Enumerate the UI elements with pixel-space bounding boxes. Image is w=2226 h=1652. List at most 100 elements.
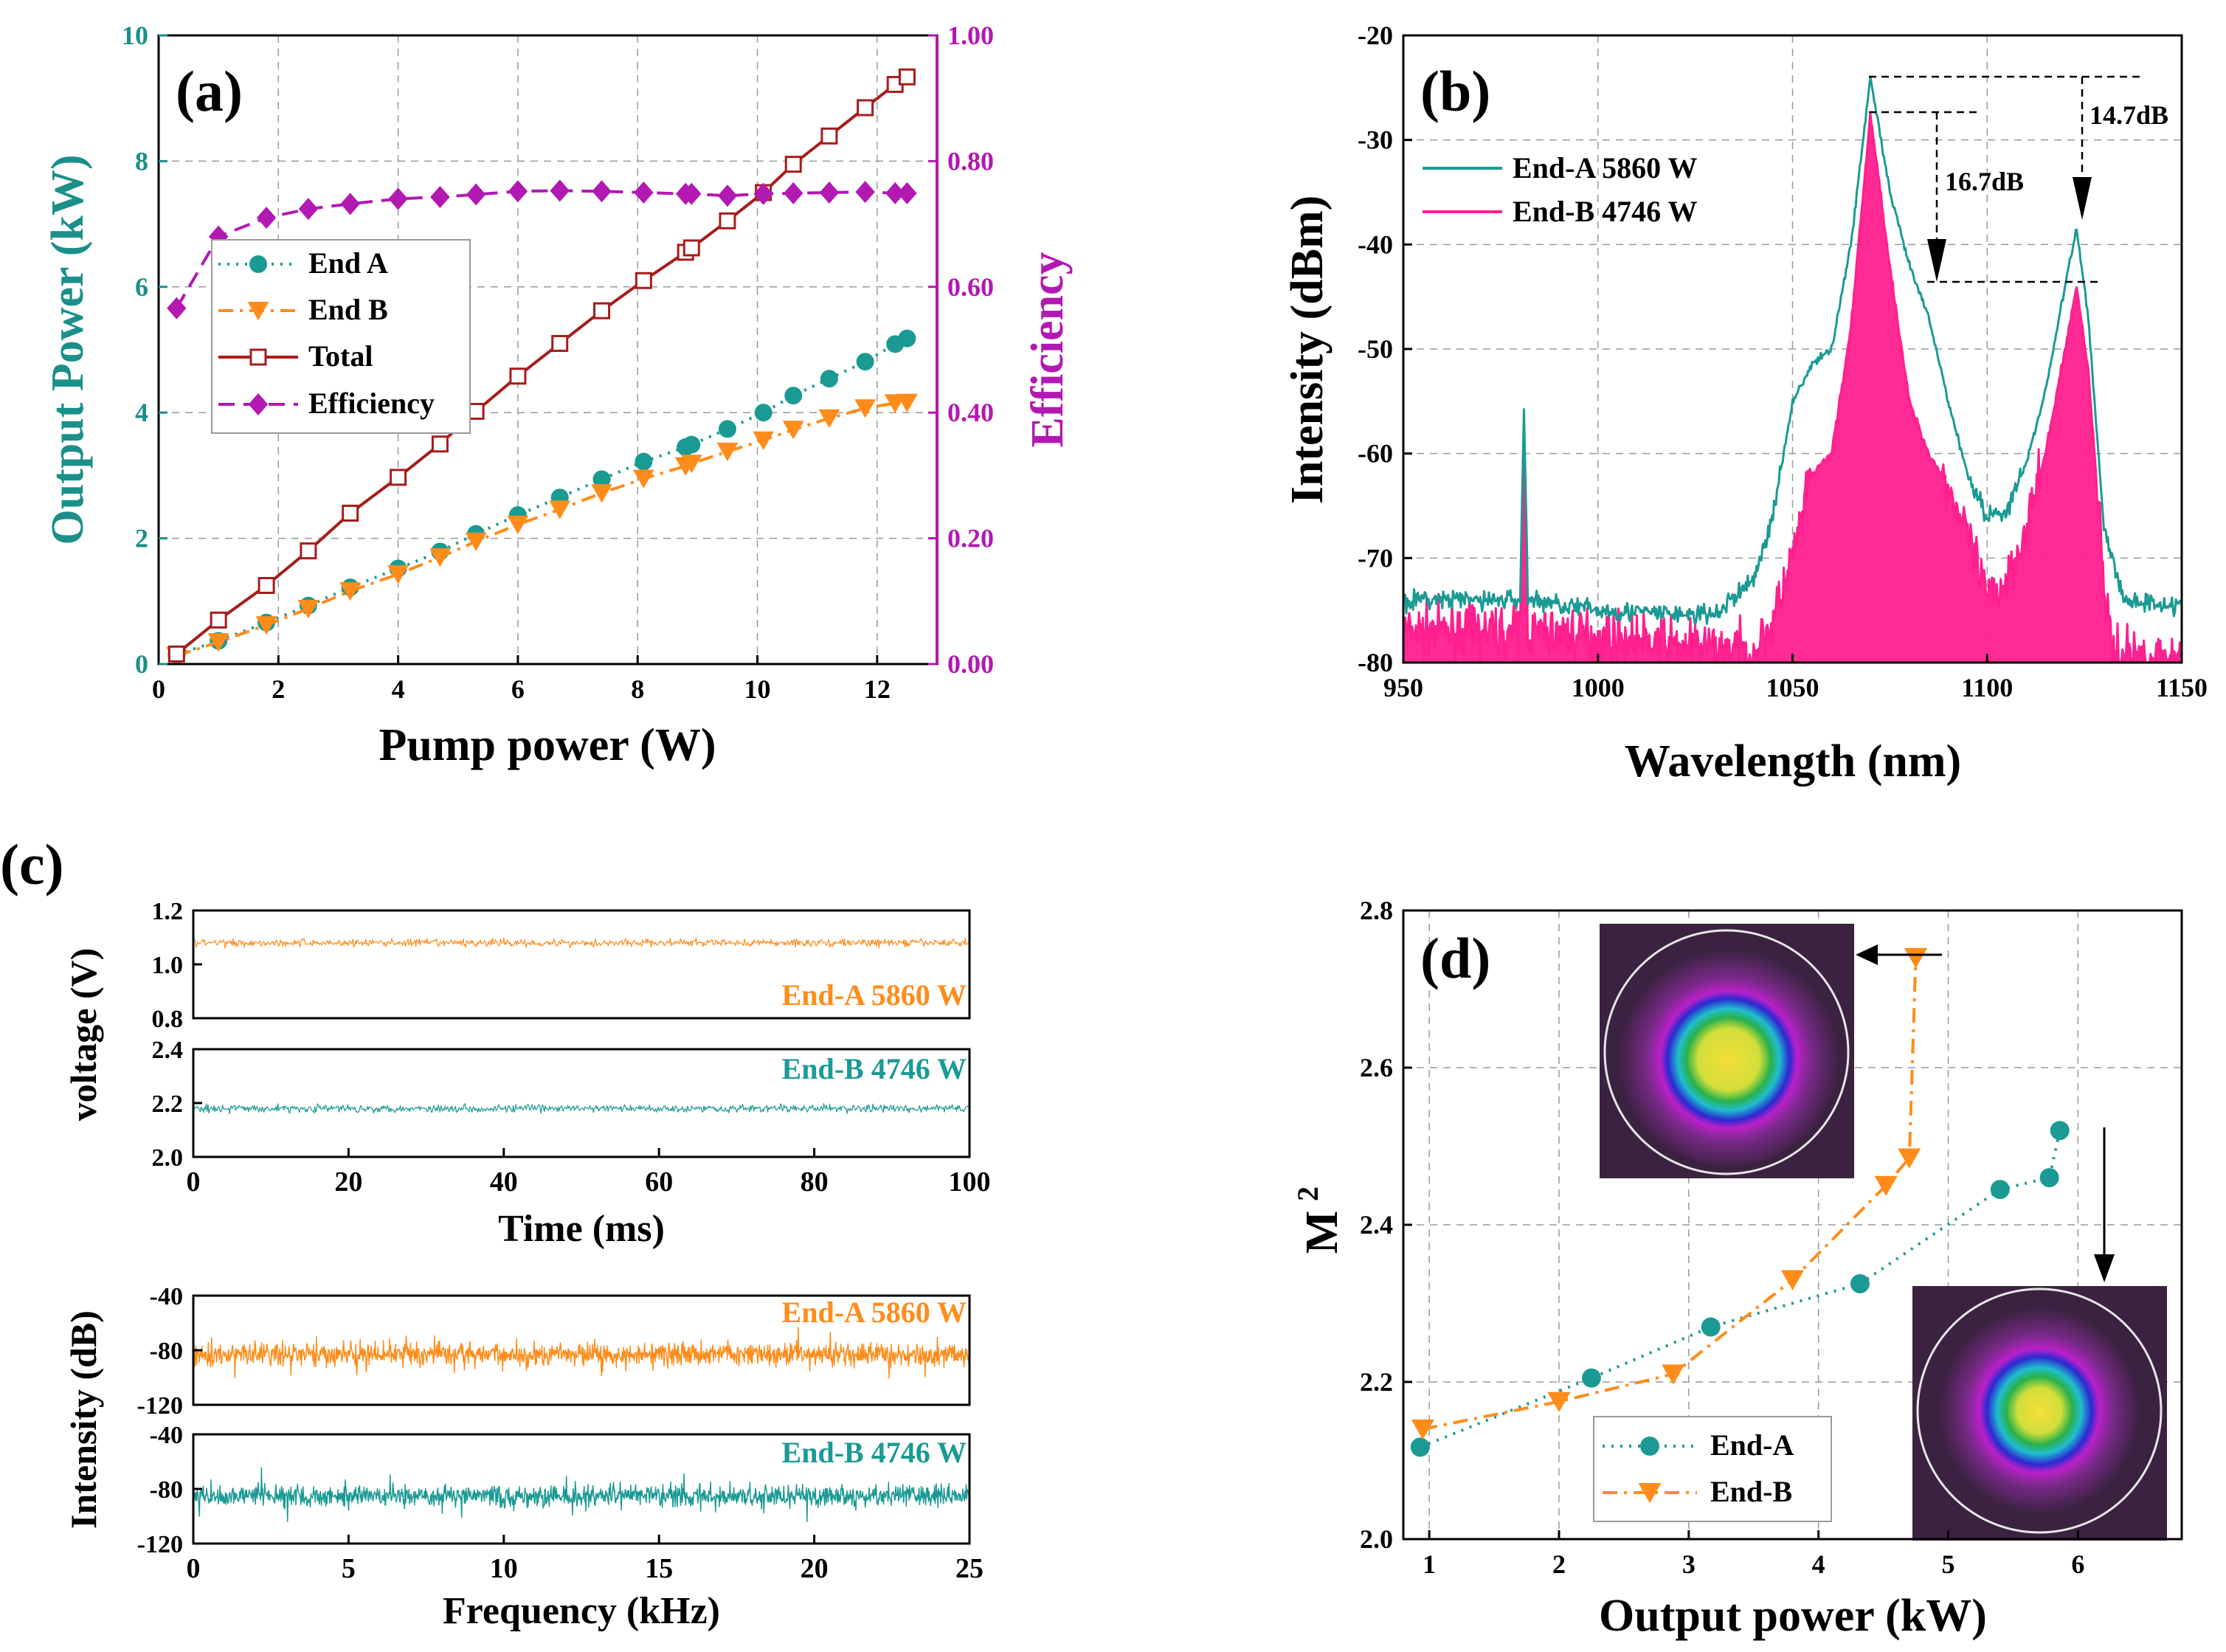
d-x-tick-label: 3 <box>1682 1549 1696 1579</box>
panel-d: 1 2 3 4 5 6 2.0 2.2 2.4 2.6 2.8 (d) Output power … <box>1291 896 2183 1641</box>
a-series-end-b-point <box>591 484 612 503</box>
a-y2-tick-label: 0.20 <box>947 524 994 553</box>
a-series-end-b-point <box>680 455 702 474</box>
a-series-end-b-point <box>207 633 229 652</box>
a-series-end-b-point <box>297 600 319 619</box>
a-series-efficiency-point <box>897 182 917 204</box>
d-x-tick-label: 4 <box>1812 1549 1825 1579</box>
a-legend-swatch-total-marker <box>249 348 267 366</box>
a-series-efficiency-point <box>717 184 738 207</box>
d-x-tick-label: 5 <box>1942 1549 1955 1579</box>
b-y-tick-label: -30 <box>1358 125 1393 155</box>
b-x-tick-label: 950 <box>1383 673 1423 702</box>
a-series-end-b-point <box>896 393 918 412</box>
a-series-end-b-point <box>753 431 775 450</box>
b-y-ticks: -80 -70 -60 -50 -40 -30 -20 <box>1358 21 1412 677</box>
c-legend-3: End-B 4746 W <box>782 1436 967 1469</box>
b-legend-end-b: End-B 4746 W <box>1513 195 1697 228</box>
c-panel-label: (c) <box>0 832 64 896</box>
d-x-tick-label: 2 <box>1552 1549 1566 1579</box>
a-series-efficiency-point <box>388 187 408 210</box>
b-legend: End-A 5860 W End-B 4746 W <box>1423 151 1697 228</box>
a-series-efficiency-line <box>175 189 908 309</box>
b-arrow-16-7-head <box>1927 239 1946 282</box>
b-panel-label: (b) <box>1420 59 1490 123</box>
d-legend-box <box>1593 1416 1832 1522</box>
a-series-end-a-point <box>592 470 611 488</box>
d-x-tick-label: 6 <box>2071 1549 2084 1579</box>
d-arrow-end-b-head <box>1856 944 1878 965</box>
d-arrow-end-a-head <box>2094 1254 2115 1282</box>
d-y-tick-label: 2.6 <box>1360 1053 1393 1082</box>
a-series-efficiency-point <box>682 182 702 205</box>
a-x-tick-label: 6 <box>511 674 525 704</box>
d-series-end-b-point <box>1874 1175 1898 1197</box>
a-y-tick-label: 2 <box>135 524 148 553</box>
d-series-end-a-point <box>2050 1121 2070 1141</box>
a-x-tick-label: 4 <box>392 674 405 704</box>
a-y2-axis-label: Efficiency <box>1023 252 1073 447</box>
a-legend: End A End B Total Efficiency <box>211 239 471 434</box>
a-series-total-point <box>509 367 527 385</box>
d-arrows <box>1856 944 2115 1282</box>
a-series-end-b-line <box>176 401 908 657</box>
a-series-total-point <box>682 239 700 257</box>
c-x-ticks-time: 0 20 40 60 80 100 <box>187 1148 991 1197</box>
a-series-end-b-point <box>782 421 804 440</box>
a-x-tick-label: 0 <box>152 674 165 704</box>
c-freq-x-tick-label: 5 <box>342 1553 356 1584</box>
a-series-end-a-point <box>754 404 772 422</box>
a-series-efficiency-point <box>167 297 187 319</box>
d-y-axis-label: M <box>1297 1211 1347 1254</box>
d-legend-swatch-end-b-marker <box>1638 1483 1662 1504</box>
b-y-tick-label: -40 <box>1358 229 1393 259</box>
b-legend-end-a: End-A 5860 W <box>1513 151 1697 184</box>
a-series-total-point <box>719 212 736 229</box>
a-series-efficiency-point <box>256 207 277 229</box>
c-subplot-spectrum-end-b <box>193 1467 970 1522</box>
c-subplot-voltage-end-b <box>193 1103 970 1114</box>
b-annotation-16-7db: 16.7dB <box>1945 167 2024 196</box>
d-x-tick-label: 1 <box>1423 1549 1436 1579</box>
c-y-ticks: 1.21.00.82.42.22.0-40-80-120-40-80-120 <box>137 898 202 1558</box>
a-series-end-b-point <box>465 532 487 552</box>
a-series-total-point <box>898 68 916 86</box>
a-series-efficiency-point <box>466 183 486 206</box>
c-time-x-tick-label: 100 <box>949 1167 991 1197</box>
a-series-end-a-point <box>784 387 803 405</box>
b-y-tick-label: -60 <box>1358 439 1393 469</box>
panel-b: 950 1000 1050 1100 1150 -80 -70 -60 -50 -40 -30 -2… <box>1282 21 2208 787</box>
b-arrow-14-7-head <box>2073 177 2092 220</box>
a-series-efficiency-point <box>592 180 612 203</box>
c-time-x-tick-label: 0 <box>187 1167 201 1197</box>
c-sub2-y-tick-label: -120 <box>137 1392 183 1420</box>
c-subplot-1-signal <box>193 1103 970 1114</box>
c-sub2-y-tick-label: -40 <box>150 1283 183 1310</box>
a-series-total-point <box>551 334 569 352</box>
a-series-efficiency-point <box>550 179 570 202</box>
b-legend-swatches <box>1423 167 1502 213</box>
a-series-total-point <box>342 505 359 522</box>
b-x-tick-label: 1100 <box>1961 673 2013 702</box>
a-series-end-b-point <box>387 565 409 584</box>
a-x-axis-label: Pump power (W) <box>379 720 716 770</box>
a-series-layer <box>165 68 918 666</box>
a-y2-tick-label: 0.40 <box>947 398 994 427</box>
a-y-ticks: 0 2 4 6 8 10 <box>122 21 167 679</box>
panel-c: (c) 1.21.00.82.42.22.0-40-80-120-40-80-1… <box>0 832 991 1632</box>
c-sub3-y-tick-label: -120 <box>137 1531 183 1558</box>
d-y-ticks: 2.0 2.2 2.4 2.6 2.8 <box>1360 896 1412 1554</box>
d-beam-spot-end-a <box>1939 1307 2140 1514</box>
a-series-end-b-point <box>507 515 529 535</box>
a-series-total-point <box>635 272 652 289</box>
a-series-efficiency-point <box>855 181 875 204</box>
d-y-tick-label: 2.2 <box>1360 1367 1393 1397</box>
a-series-end-a-point <box>718 420 736 438</box>
a-series-total-point <box>431 435 449 453</box>
b-y-axis-label: Intensity (dBm) <box>1282 196 1333 505</box>
a-series-end-b-point <box>632 469 654 488</box>
a-series-efficiency-point <box>298 198 319 221</box>
d-series-end-b-point <box>1898 1148 1921 1169</box>
d-series-end-b-point <box>1780 1270 1805 1290</box>
b-y-tick-label: -80 <box>1358 648 1393 677</box>
